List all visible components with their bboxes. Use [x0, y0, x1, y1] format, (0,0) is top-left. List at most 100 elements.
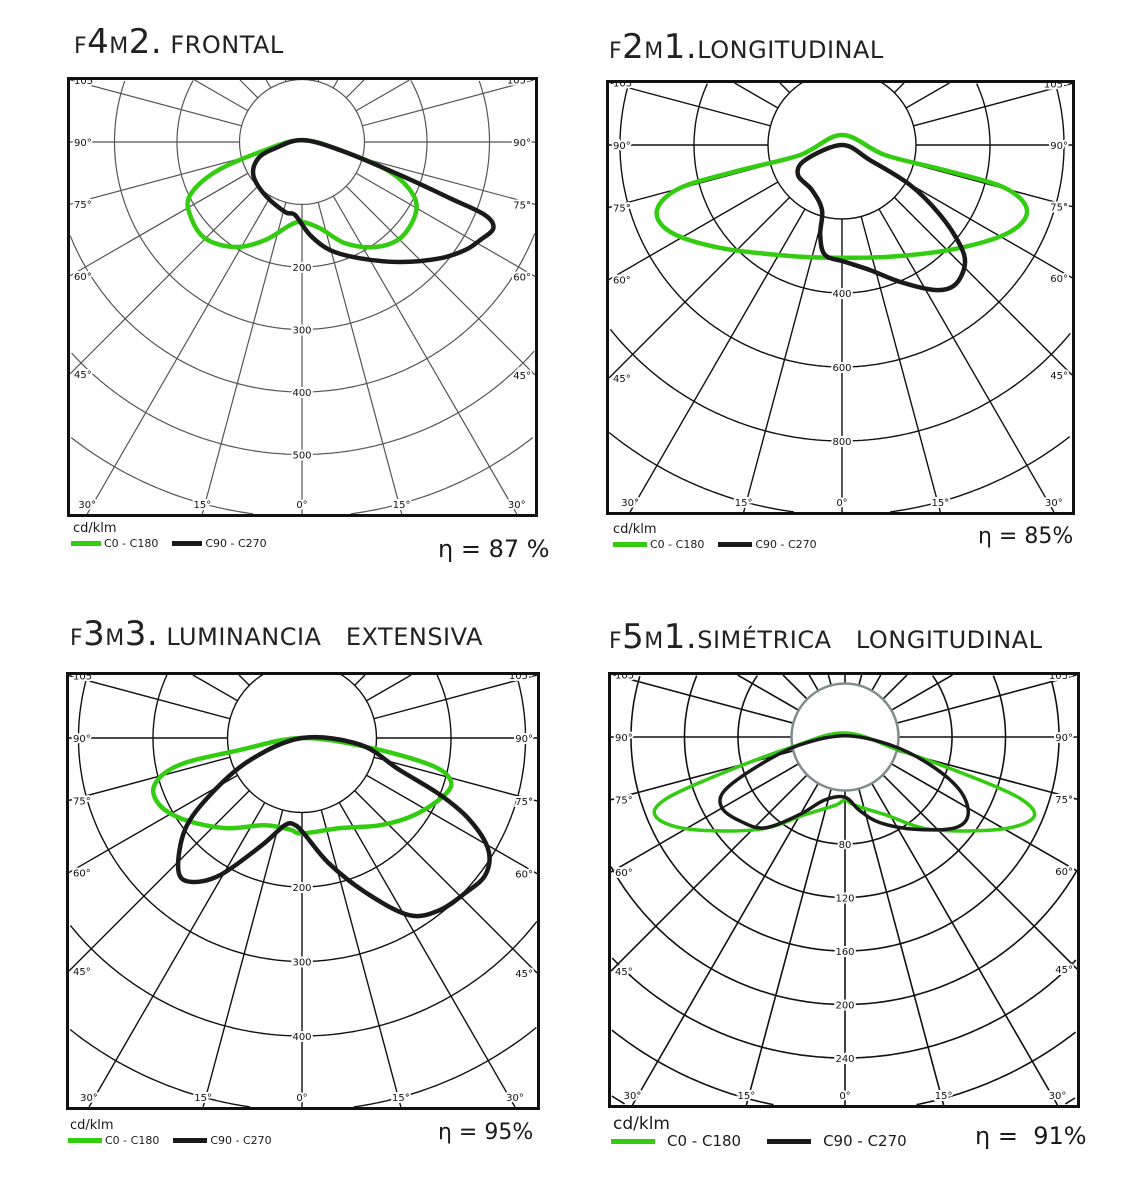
- angle-label-left: 60°: [613, 276, 631, 287]
- grid-ring: [611, 1095, 1076, 1105]
- ring-label: 240: [835, 1054, 854, 1065]
- legend-label: C0 - C180: [105, 1134, 160, 1147]
- angle-label-left: 90°: [73, 734, 91, 745]
- polar-svg: 80 120 160 200 240 105° 105° 90° 90° 75° 75° 60° 60°…: [611, 675, 1077, 1105]
- angle-label-right: 60°: [1050, 274, 1068, 285]
- title-name: FRONTAL: [162, 31, 284, 59]
- angle-label-bottom: 30°: [506, 1093, 524, 1104]
- title-code-part: M: [105, 626, 125, 651]
- angle-label-right: 90°: [1050, 141, 1068, 152]
- polar-svg: 400 600 800 105° 105° 90° 90° 75° 75° 60° 60° 45° 45…: [609, 83, 1072, 512]
- angle-label-right: 75°: [515, 797, 533, 808]
- ring-label: 400: [292, 388, 311, 399]
- series-curve-c90-c270: [250, 137, 496, 265]
- legend-item: C0 - C180: [611, 1132, 741, 1150]
- legend-swatch: [613, 542, 647, 547]
- angle-label-left: 45°: [73, 967, 91, 978]
- angle-label-left: 45°: [74, 370, 92, 381]
- unit-label: cd/klm: [73, 521, 117, 536]
- grid-radial-line: [844, 736, 1059, 1105]
- angle-label-bottom: 30°: [621, 498, 639, 509]
- legend-swatch: [718, 542, 753, 547]
- angle-label-left: 75°: [73, 796, 91, 807]
- chart-title: F5M1.SIMÉTRICA LONGITUDINAL: [609, 617, 1042, 657]
- ring-label: 500: [292, 451, 311, 462]
- angle-label-left: 105°: [615, 675, 639, 681]
- series-curve-c90-c270: [718, 733, 971, 832]
- series-curve-c0-c180: [150, 735, 454, 836]
- angle-label-bottom: 30°: [508, 500, 526, 511]
- angle-label-bottom: 0°: [836, 498, 847, 509]
- grid-radial-line: [301, 141, 518, 514]
- angle-label-bottom: 15°: [194, 1093, 212, 1104]
- efficiency-value: η = 91%: [975, 1122, 1087, 1150]
- grid-radial-line: [631, 736, 846, 1105]
- angle-label-left: 45°: [613, 374, 631, 385]
- title-code-part: 1.: [663, 27, 698, 67]
- grid-radial-line: [844, 736, 945, 1105]
- series-curve-c90-c270: [175, 734, 492, 919]
- angle-label-left: 90°: [613, 141, 631, 152]
- legend-swatch: [172, 541, 203, 546]
- legend-item: C90 - C270: [172, 537, 267, 550]
- angle-label-bottom: 30°: [624, 1091, 642, 1102]
- legend-item: C90 - C270: [767, 1132, 907, 1150]
- grid-ring: [611, 1029, 1077, 1105]
- grid-ring: [611, 957, 1077, 1059]
- legend-swatch: [68, 1138, 102, 1143]
- angle-label-bottom: 0°: [296, 500, 307, 511]
- angle-label-bottom: 30°: [1049, 1091, 1067, 1102]
- angle-label-bottom: 0°: [839, 1091, 850, 1102]
- ring-label: 200: [835, 1001, 854, 1012]
- title-code-part: 3.: [124, 614, 159, 654]
- title-code-part: 2.: [128, 22, 163, 62]
- title-name: LUMINANCIA EXTENSIVA: [158, 623, 483, 651]
- grid-ring: [69, 1026, 537, 1107]
- title-code-part: F: [74, 34, 88, 59]
- angle-label-right: 90°: [515, 734, 533, 745]
- angle-label-bottom: 30°: [78, 500, 96, 511]
- angle-label-right: 90°: [513, 138, 531, 149]
- title-code-part: 5: [622, 617, 645, 657]
- ring-label: 600: [832, 363, 851, 374]
- angle-label-bottom: 0°: [296, 1093, 307, 1104]
- angle-label-right: 105°: [509, 675, 533, 682]
- legend-item: C0 - C180: [71, 537, 158, 550]
- grid-ring: [71, 350, 535, 456]
- legend: C0 - C180 C90 - C270: [611, 1132, 933, 1150]
- grid-ring: [630, 675, 1060, 952]
- angle-label-right: 105°: [1049, 675, 1073, 682]
- angle-label-right: 105°: [1044, 83, 1068, 90]
- grid-inner-circle: [767, 83, 917, 220]
- title-code-part: F: [609, 39, 623, 64]
- title-code-part: 4: [87, 22, 110, 62]
- angle-label-left: 75°: [615, 796, 633, 807]
- angle-label-bottom: 15°: [193, 500, 211, 511]
- ring-label: 160: [835, 947, 854, 958]
- polar-svg: 200 300 400 500 105° 105° 90° 90° 75° 75° 60° 60° 45…: [70, 80, 535, 514]
- legend-item: C0 - C180: [613, 538, 704, 551]
- angle-label-bottom: 15°: [735, 498, 753, 509]
- grid-radial-line: [201, 141, 303, 514]
- efficiency-value: η = 85%: [978, 524, 1074, 549]
- angle-label-left: 90°: [615, 733, 633, 744]
- grid-ring: [611, 866, 1077, 1006]
- angle-label-left: 90°: [74, 138, 92, 149]
- legend-label: C90 - C270: [755, 538, 817, 551]
- angle-label-right: 45°: [1050, 371, 1068, 382]
- ring-label: 300: [292, 326, 311, 337]
- title-name: LONGITUDINAL: [697, 36, 884, 64]
- ring-label: 200: [292, 883, 311, 894]
- angle-label-right: 90°: [1055, 733, 1073, 744]
- angle-label-bottom: 30°: [80, 1093, 98, 1104]
- unit-label: cd/klm: [613, 522, 657, 537]
- grid-ring: [693, 83, 991, 294]
- angle-label-right: 60°: [513, 273, 531, 284]
- series-curve-c0-c180: [654, 132, 1030, 261]
- title-code-part: M: [644, 39, 664, 64]
- angle-label-right: 75°: [1050, 203, 1068, 214]
- grid-ring: [619, 83, 1065, 368]
- legend-item: C90 - C270: [718, 538, 817, 551]
- angle-label-left: 75°: [613, 203, 631, 214]
- legend-label: C90 - C270: [205, 537, 267, 550]
